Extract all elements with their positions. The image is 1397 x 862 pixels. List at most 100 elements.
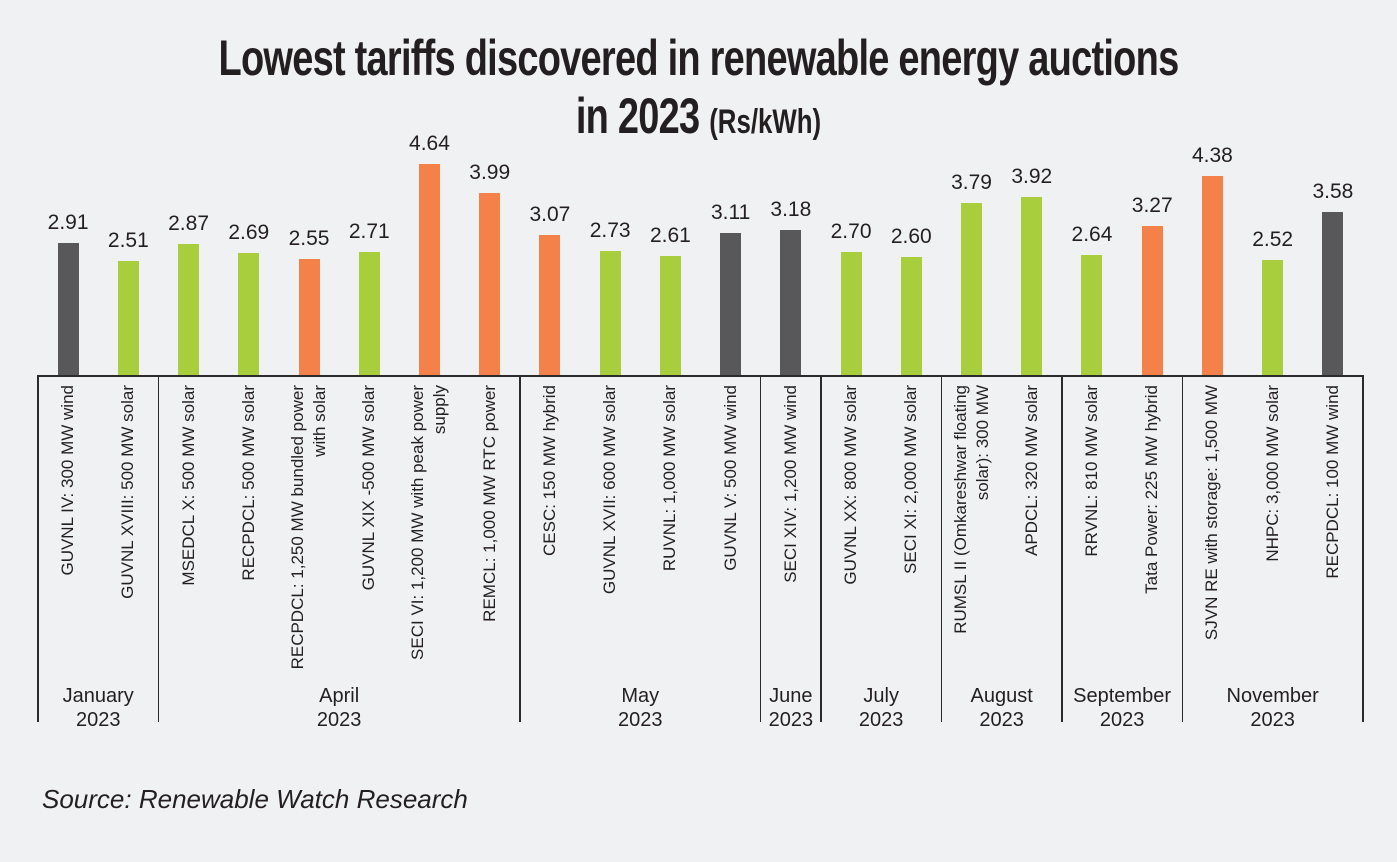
bar-value-label: 2.91	[47, 211, 89, 234]
bar-value-label: 2.87	[168, 212, 209, 235]
group-divider-line	[1181, 375, 1184, 722]
bar-category-label-line: GUVNL XVIII: 500 MW solar	[118, 385, 138, 599]
bar-category-label: GUVNL V: 500 MW wind	[720, 385, 742, 705]
month-group-label: August 2023	[941, 684, 1061, 732]
bar-category-label-line: SECI XIV: 1,200 MW wind	[780, 385, 800, 583]
bar-category-label-line: MSEDCL X: 500 MW solar	[178, 385, 198, 586]
month-group-label: June 2023	[761, 684, 821, 732]
chart-title-unit-text: (Rs/kWh)	[709, 103, 822, 141]
bar-category-label-line: GUVNL XX: 800 MW solar	[841, 385, 861, 585]
bar-value-label: 4.64	[409, 132, 450, 155]
bar-category-label: RRVNL: 810 MW solar	[1081, 385, 1103, 705]
month-year: 2023	[1099, 709, 1145, 731]
bar-category-label: SJVN RE with storage: 1,500 MW	[1201, 385, 1223, 705]
bar-category-label-line: GUVNL XVII: 600 MW solar	[600, 385, 620, 595]
bar-category-label-line: REMCL: 1,000 MW RTC power	[479, 385, 499, 622]
bar-category-label-line: NHPC: 3,000 MW solar	[1262, 385, 1282, 562]
bar-category-label: CESC: 150 MW hybrid	[539, 385, 561, 705]
bar	[599, 251, 621, 375]
bar-category-label: APDCL: 320 MW solar	[1021, 385, 1043, 705]
bar-category-label: GUVNL XVIII: 500 MW solar	[117, 385, 139, 705]
month-year: 2023	[75, 709, 121, 731]
bar-value-label: 3.79	[951, 171, 992, 194]
bar-category-label: SECI XIV: 1,200 MW wind	[780, 385, 802, 705]
chart-title-line1: Lowest tariffs discovered in renewable e…	[218, 30, 1180, 86]
group-divider-line	[940, 375, 943, 722]
month-year: 2023	[858, 709, 904, 731]
bar	[358, 252, 380, 375]
bar	[1081, 255, 1103, 375]
bar-value-label: 2.70	[830, 220, 872, 243]
bar-category-label: RECPDCL: 500 MW solar	[238, 385, 260, 705]
group-divider-line	[820, 375, 822, 722]
group-divider-line	[759, 375, 762, 722]
bar	[1021, 197, 1043, 375]
month-year: 2023	[768, 709, 814, 731]
bar-value-label: 2.69	[228, 221, 270, 244]
month-name: September	[1073, 685, 1171, 707]
bar-value-label: 3.99	[469, 161, 511, 184]
bar-value-label: 2.60	[890, 225, 932, 248]
bar-category-label-line: with solar	[310, 385, 330, 457]
bar	[178, 244, 200, 375]
source-note: Source: Renewable Watch Research	[42, 784, 468, 814]
bar-category-label-line: Tata Power: 225 MW hybrid	[1142, 385, 1162, 594]
bar-category-label-line: RUVNL: 1,000 MW solar	[660, 385, 680, 572]
bar-category-label: GUVNL XIX -500 MW solar	[358, 385, 380, 705]
month-name: July	[863, 685, 899, 707]
bar-category-label-line: GUVNL IV: 300 MW wind	[58, 385, 78, 576]
bar-category-label-line: SECI VI: 1,200 MW with peak power	[408, 385, 428, 660]
month-group-label: July 2023	[821, 684, 941, 732]
month-group-label: September 2023	[1062, 684, 1182, 732]
bar-value-label: 3.11	[710, 201, 751, 224]
bar	[780, 230, 802, 375]
bar-value-label: 3.27	[1131, 194, 1173, 217]
bar	[720, 233, 742, 375]
bar	[418, 164, 440, 375]
group-divider-line	[157, 375, 160, 722]
bar-category-label: RUVNL: 1,000 MW solar	[659, 385, 681, 705]
bar-value-label: 2.61	[649, 224, 691, 247]
bar	[117, 261, 139, 375]
chart-title: Lowest tariffs discovered in renewable e…	[0, 30, 1397, 150]
bar-value-label: 3.07	[529, 203, 571, 226]
bar-value-label: 3.58	[1312, 180, 1354, 203]
month-name: April	[319, 685, 360, 707]
bar	[659, 256, 681, 375]
bar-category-label: Tata Power: 225 MW hybrid	[1141, 385, 1163, 705]
month-name: January	[62, 685, 134, 707]
bar-category-label-line: RECPDCL: 500 MW solar	[238, 385, 258, 581]
bar	[57, 243, 79, 375]
bar-category-label: SECI XI: 2,000 MW solar	[900, 385, 922, 705]
bar-category-label: NHPC: 3,000 MW solar	[1262, 385, 1284, 705]
month-name: August	[970, 685, 1033, 707]
group-divider-line	[519, 375, 521, 722]
bar-category-label-line: supply	[430, 385, 450, 435]
bar-value-label: 2.64	[1071, 223, 1113, 246]
bar-value-label: 2.73	[589, 219, 631, 242]
month-year: 2023	[618, 709, 663, 731]
bar-value-label: 2.51	[107, 229, 149, 252]
bar	[238, 253, 260, 375]
bar	[1141, 226, 1163, 375]
bar-category-label-line: solar): 300 MW	[972, 385, 992, 501]
chart-title-line2: in 2023 (Rs/kWh)	[168, 88, 1230, 150]
bar-value-label: 4.38	[1191, 144, 1233, 167]
group-divider-line	[1362, 375, 1364, 722]
bar-category-label: GUVNL XX: 800 MW solar	[840, 385, 862, 705]
month-name: June	[769, 685, 813, 707]
month-name: May	[621, 685, 660, 707]
bar-category-label-line: RUMSL II (Omkareshwar floating	[950, 385, 970, 634]
group-divider-line	[37, 375, 39, 722]
bar-category-label: GUVNL IV: 300 MW wind	[57, 385, 79, 705]
bar	[539, 235, 561, 375]
bar	[961, 203, 983, 375]
bar	[479, 193, 501, 375]
bar-category-label: SECI VI: 1,200 MW with peak power supply	[407, 385, 451, 705]
bar-category-label: RECPDCL: 100 MW wind	[1322, 385, 1344, 705]
bar-category-label: MSEDCL X: 500 MW solar	[178, 385, 200, 705]
bar-category-label-line: SECI XI: 2,000 MW solar	[901, 385, 921, 574]
bar-category-label-line: GUVNL XIX -500 MW solar	[359, 385, 379, 591]
bar-category-label-line: GUVNL V: 500 MW wind	[720, 385, 740, 571]
